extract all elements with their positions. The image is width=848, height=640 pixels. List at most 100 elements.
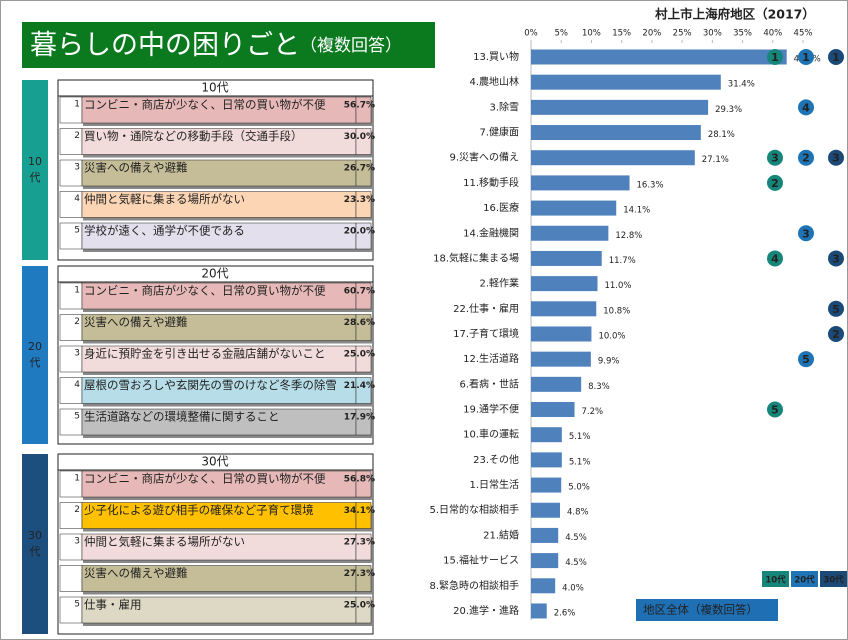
rank-marker-label: 2	[771, 177, 779, 190]
x-tick-label: 30%	[703, 29, 722, 39]
y-tick-label: 20.進学・進路	[453, 604, 519, 617]
rank-marker	[798, 351, 814, 368]
row-rank: 2	[74, 317, 80, 327]
row-text: コンビニ・商店が少なく、日常の買い物が不便	[84, 98, 326, 112]
value-label: 28.1%	[708, 130, 735, 140]
row-rank: 5	[74, 412, 80, 422]
row-cell	[81, 408, 357, 436]
row-rank: 5	[74, 600, 80, 610]
y-tick-label: 19.通学不便	[463, 403, 519, 416]
bar	[531, 603, 547, 619]
rank-marker	[767, 174, 783, 191]
row-cell	[81, 282, 357, 310]
age-band-label: 10	[28, 155, 42, 168]
value-label: 5.1%	[569, 457, 591, 467]
row-pct: 30.0%	[344, 132, 375, 142]
bar	[531, 502, 561, 518]
row-text: 仲間と気軽に集まる場所がない	[84, 535, 245, 549]
rank-marker	[798, 225, 814, 242]
rank-marker	[828, 325, 844, 342]
y-tick-label: 6.看病・世話	[459, 377, 519, 390]
bar	[531, 225, 609, 241]
value-label: 4.8%	[567, 508, 589, 518]
value-label: 31.4%	[728, 80, 755, 90]
bar	[531, 477, 562, 493]
row-rank: 1	[74, 100, 80, 110]
bar	[531, 578, 556, 594]
row-cell	[81, 159, 357, 187]
row-rank: 5	[74, 226, 80, 236]
rank-marker-label: 1	[832, 51, 840, 64]
legend-box	[636, 599, 778, 621]
y-tick-label: 17.子育て環境	[453, 327, 519, 340]
value-label: 5.1%	[569, 432, 591, 442]
bar	[531, 175, 630, 191]
y-tick-label: 15.福祉サービス	[443, 554, 519, 567]
row-text: 生活道路などの環境整備に関すること	[84, 410, 280, 424]
value-label: 5.0%	[568, 483, 590, 493]
row-rank: 1	[74, 286, 80, 296]
bar	[531, 351, 591, 367]
value-label: 10.0%	[598, 331, 625, 341]
row-text: 身近に預貯金を引き出せる金融店舗がないこと	[84, 347, 326, 361]
x-tick-label: 25%	[673, 29, 692, 39]
y-tick-label: 10.車の運転	[463, 428, 519, 441]
row-pct: 28.6%	[344, 318, 375, 328]
header-main: 暮らしの中の困りごと	[30, 30, 300, 61]
y-tick-label: 1.日常生活	[469, 478, 519, 491]
row-rank: 2	[74, 131, 80, 141]
y-tick-label: 21.結婚	[483, 528, 519, 541]
row-cell	[81, 377, 357, 404]
rank-marker-label: 2	[832, 328, 840, 341]
row-cell	[81, 596, 357, 624]
legend-chip-label: 10代	[765, 575, 786, 586]
legend-chip-label: 30代	[823, 575, 844, 586]
row-pct-cell	[355, 470, 372, 498]
bar	[531, 326, 592, 342]
row-pct-cell	[355, 282, 372, 310]
row-pct-cell	[355, 533, 372, 561]
y-tick-label: 8.緊急時の相談相手	[429, 579, 519, 592]
y-tick-label: 11.移動手段	[463, 176, 519, 189]
value-label: 4.5%	[565, 533, 587, 543]
row-text: 災害への備えや避難	[84, 161, 188, 175]
y-tick-label: 22.仕事・雇用	[453, 302, 519, 315]
age-band-label: 代	[30, 171, 41, 184]
value-label: 10.8%	[603, 306, 630, 316]
value-label: 7.2%	[582, 407, 604, 417]
rank-marker	[767, 49, 783, 65]
bar	[531, 250, 602, 266]
x-tick-label: 15%	[612, 29, 631, 39]
value-label: 11.7%	[609, 256, 636, 266]
row-cell	[81, 222, 357, 250]
bar	[531, 402, 575, 418]
row-text: コンビニ・商店が少なく、日常の買い物が不便	[84, 472, 326, 486]
legend-chip-label: 20代	[794, 575, 815, 586]
y-tick-label: 16.医療	[483, 201, 519, 214]
rank-marker	[767, 401, 783, 418]
row-text: 災害への備えや避難	[84, 315, 188, 329]
row-rank-cell	[59, 565, 83, 592]
row-pct-cell	[355, 596, 372, 624]
header-sub: （複数回答）	[300, 36, 402, 56]
bar	[531, 553, 559, 569]
y-tick-label: 2.軽作業	[479, 277, 519, 290]
rank-marker-label: 5	[832, 303, 840, 316]
y-tick-label: 3.除雪	[489, 100, 519, 113]
row-pct: 21.4%	[344, 381, 375, 391]
bar	[531, 276, 598, 292]
x-tick-label: 20%	[642, 29, 661, 39]
legend-label: 地区全体（複数回答）	[643, 603, 758, 617]
row-text: 災害への備えや避難	[84, 566, 188, 580]
row-rank: 2	[74, 505, 80, 515]
rank-marker-label: 5	[771, 404, 779, 417]
rank-marker	[798, 49, 814, 65]
row-cell	[81, 191, 357, 218]
rank-marker-label: 1	[802, 51, 810, 64]
rank-marker-label: 3	[771, 152, 779, 165]
row-text: 仕事・雇用	[84, 598, 142, 612]
row-text: 買い物・通院などの移動手段（交通手段）	[84, 129, 303, 143]
rank-marker	[828, 250, 844, 267]
row-pct: 27.3%	[344, 538, 375, 548]
bar	[531, 125, 701, 141]
